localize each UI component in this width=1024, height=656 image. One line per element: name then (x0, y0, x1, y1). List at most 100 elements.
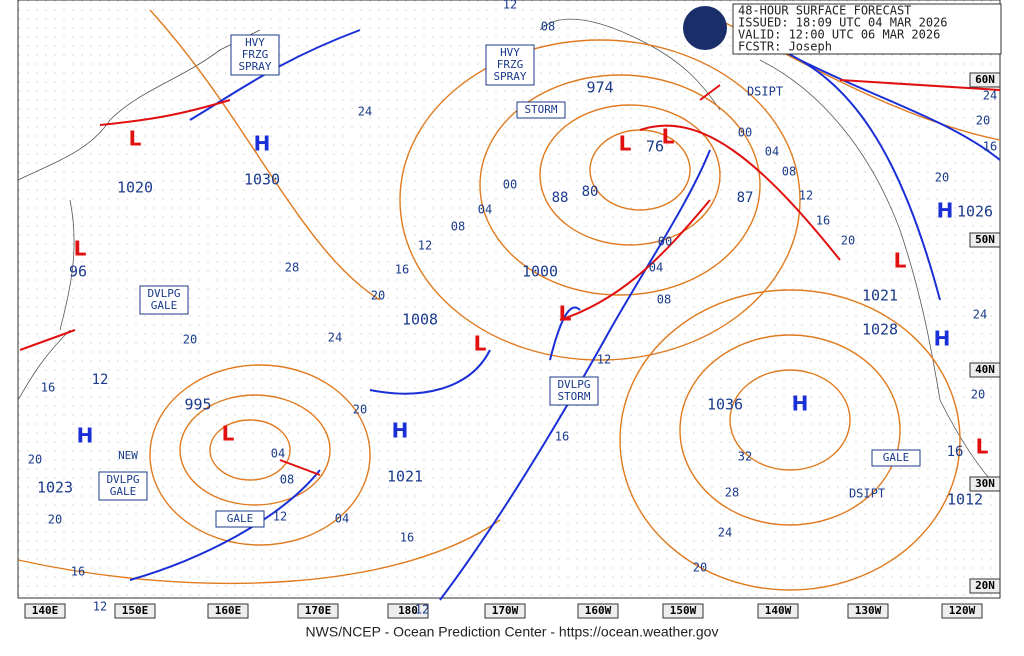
lon-label-box (577, 603, 619, 619)
isobar-label: 20 (976, 114, 990, 128)
isobar-label: 08 (541, 20, 555, 34)
isobar-label: 16 (816, 214, 830, 228)
lat-label-box (969, 232, 1001, 248)
isobar-label: 16 (983, 140, 997, 154)
isobar-label: 12 (415, 603, 429, 617)
isobar-label: 04 (271, 447, 285, 461)
isobars (17, 9, 1001, 591)
isobar-label: 16 (555, 430, 569, 444)
lon-label-box (207, 603, 249, 619)
pressure-center: H (792, 392, 809, 416)
isobar-label: 04 (478, 203, 492, 217)
map-frame (17, 0, 1001, 599)
lon-label: 170W (492, 604, 519, 617)
warning-text: DVLPG (147, 287, 180, 300)
pressure-value: 1000 (522, 263, 558, 281)
pressure-value: 1021 (387, 468, 423, 486)
lon-label: 140W (765, 604, 792, 617)
isobar-label: 24 (328, 331, 342, 345)
isobar-label: 24 (973, 308, 987, 322)
lon-label: 160W (585, 604, 612, 617)
status-label: DSIPT (849, 487, 885, 501)
isobar-label: 24 (718, 526, 732, 540)
isobar-label: 12 (503, 0, 517, 12)
pressure-value: 1036 (707, 396, 743, 414)
pressure-center: L (894, 249, 907, 273)
lat-label: 40N (975, 363, 995, 376)
lon-label-box (757, 603, 799, 619)
warning-text: SPRAY (493, 70, 526, 83)
warning-box (549, 376, 599, 406)
noaa-logo (683, 6, 727, 50)
isobar-label: 28 (725, 486, 739, 500)
warning-text: STORM (524, 103, 557, 116)
header-box (732, 3, 1002, 55)
pressure-value: 995 (184, 396, 211, 414)
lat-label: 30N (975, 477, 995, 490)
warning-text: DVLPG (106, 473, 139, 486)
isobar-label: 12 (799, 189, 813, 203)
pressure-center: L (474, 332, 487, 356)
isobar-label: 24 (983, 89, 997, 103)
lat-label: 60N (975, 73, 995, 86)
lon-label-box (484, 603, 526, 619)
pressure-value: 1026 (957, 203, 993, 221)
lon-label-box (662, 603, 704, 619)
isobar-label: 20 (48, 513, 62, 527)
pressure-value: 1021 (862, 287, 898, 305)
header-line: FCSTR: Joseph (738, 40, 832, 54)
isobar-label: 28 (285, 261, 299, 275)
pressure-value: 76 (646, 138, 664, 156)
warning-box (215, 510, 265, 528)
isobar-label: 12 (273, 510, 287, 524)
lon-label-box (847, 603, 889, 619)
isobar-label: 20 (971, 388, 985, 402)
pressure-center: H (934, 327, 951, 351)
lon-label: 140E (32, 604, 59, 617)
footer: NWS/NCEP - Ocean Prediction Center - htt… (306, 624, 719, 640)
warning-text: STORM (557, 390, 590, 403)
pressure-value: 96 (69, 263, 87, 281)
lat-label: 50N (975, 233, 995, 246)
lon-label-box (297, 603, 339, 619)
lat-label-box (969, 362, 1001, 378)
isobar-label: 16 (71, 565, 85, 579)
isobar-label: 08 (657, 293, 671, 307)
isobar-label: 04 (335, 512, 349, 526)
lat-label-box (969, 72, 1001, 88)
isobar-label: 16 (400, 531, 414, 545)
isobar-label: 00 (503, 178, 517, 192)
header-line: ISSUED: 18:09 UTC 04 MAR 2026 (738, 16, 948, 30)
isobar-label: 04 (765, 145, 779, 159)
warning-box (139, 285, 189, 315)
fronts (19, 29, 1001, 601)
lon-label-box (387, 603, 429, 619)
pressure-value: 1030 (244, 171, 280, 189)
isobar-label: 16 (41, 381, 55, 395)
isobar-label: 20 (693, 561, 707, 575)
warning-text: GALE (151, 299, 178, 312)
pressure-center: L (619, 132, 632, 156)
pressure-value: 16 (947, 444, 964, 460)
warning-text: FRZG (242, 48, 269, 61)
warning-text: GALE (883, 451, 910, 464)
header-line: VALID: 12:00 UTC 06 MAR 2026 (738, 28, 940, 42)
isobar-label: 12 (418, 239, 432, 253)
isobar-label: 20 (353, 403, 367, 417)
warning-box (98, 471, 148, 501)
warning-box (516, 101, 566, 119)
pressure-center: L (662, 125, 675, 149)
lat-label: 20N (975, 579, 995, 592)
warning-box (871, 449, 921, 467)
warning-text: FRZG (497, 58, 524, 71)
warning-text: NEW (118, 449, 138, 462)
lon-label: 150W (670, 604, 697, 617)
isobar-label: 20 (935, 171, 949, 185)
lat-label-box (969, 476, 1001, 492)
warning-text: HVY (245, 36, 265, 49)
pressure-value: 1023 (37, 479, 73, 497)
pressure-value: 87 (737, 190, 754, 206)
lat-label-box (969, 578, 1001, 594)
pressure-center: H (937, 199, 954, 223)
